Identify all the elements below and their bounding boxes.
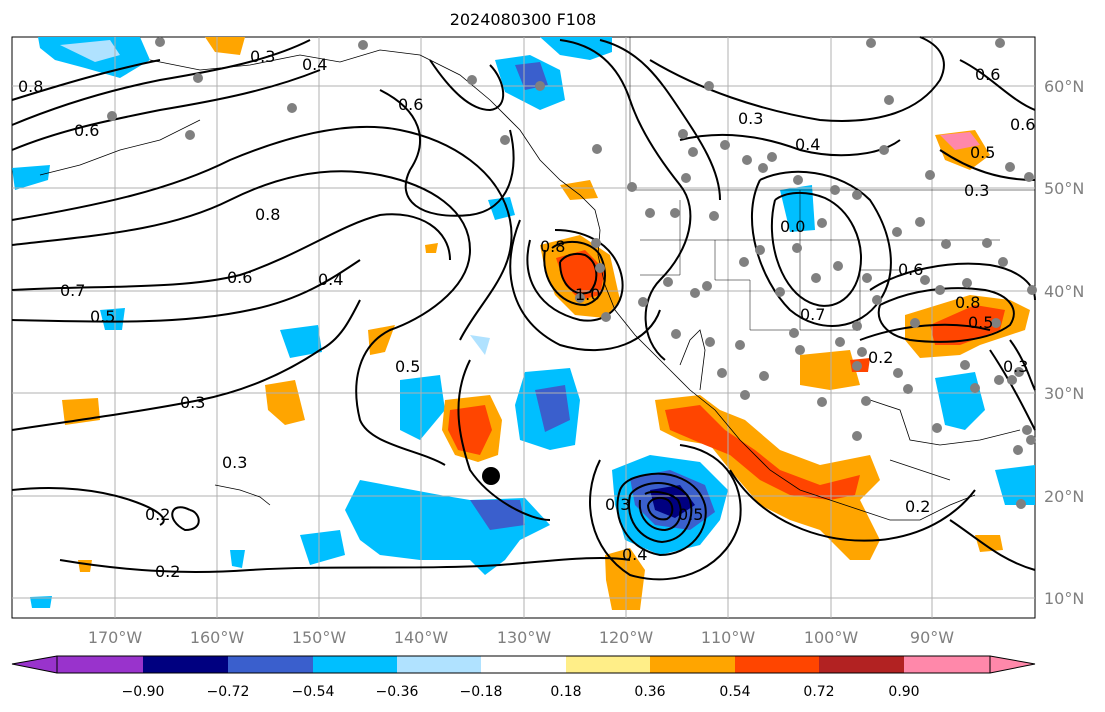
lat-label: 10°N — [1044, 589, 1084, 608]
colorbar-tick-label: 0.72 — [803, 684, 834, 700]
contour-label: 0.6 — [1010, 115, 1035, 134]
contour-label: 0.3 — [250, 47, 275, 66]
lon-label: 140°W — [394, 628, 449, 647]
storm-center-marker — [482, 467, 500, 485]
lon-label: 90°W — [910, 628, 954, 647]
contour-label: 0.4 — [795, 135, 820, 154]
lon-label: 160°W — [190, 628, 245, 647]
lat-label: 20°N — [1044, 487, 1084, 506]
lon-label: 130°W — [497, 628, 552, 647]
colorbar-tick-label: 0.54 — [719, 684, 750, 700]
contours — [11, 36, 1036, 581]
colorbar-tick-label: 0.18 — [550, 684, 581, 700]
contour-label: 0.2 — [868, 348, 893, 367]
colorbar-cell — [57, 656, 143, 673]
lat-label: 40°N — [1044, 282, 1084, 301]
colorbar-low-extension — [12, 656, 57, 673]
contour-label: 0.6 — [398, 95, 423, 114]
contour-label: 0.0 — [780, 217, 805, 236]
lat-label: 50°N — [1044, 179, 1084, 198]
lon-label: 150°W — [292, 628, 347, 647]
contour-label: 0.6 — [227, 268, 252, 287]
colorbar-tick-label: 0.36 — [634, 684, 665, 700]
lon-label: 100°W — [804, 628, 859, 647]
colorbar-cells — [57, 656, 990, 673]
contour-label: 0.7 — [60, 281, 85, 300]
contour-label: 0.2 — [145, 505, 170, 524]
contour-label: 0.6 — [74, 121, 99, 140]
contour-label: 0.8 — [18, 77, 43, 96]
contour-label: 0.7 — [800, 305, 825, 324]
colorbar-cell — [397, 656, 481, 673]
colorbar-cell — [481, 656, 566, 673]
contour-label: 0.3 — [605, 495, 630, 514]
lon-label: 110°W — [701, 628, 756, 647]
colorbar-tick-label: −0.54 — [292, 684, 335, 700]
contour-label: 0.8 — [955, 293, 980, 312]
colorbar-cell — [566, 656, 650, 673]
colorbar-cell — [650, 656, 735, 673]
contour-label: 0.2 — [905, 497, 930, 516]
colorbar-cell — [735, 656, 819, 673]
contour-label: 0.5 — [968, 313, 993, 332]
contour-label: 0.3 — [180, 393, 205, 412]
contour-label: 0.5 — [678, 505, 703, 524]
contour-label: 0.6 — [898, 260, 923, 279]
map-title: 2024080300 F108 — [449, 10, 597, 29]
colorbar-tick-label: −0.36 — [376, 684, 419, 700]
contour-label: 0.5 — [395, 357, 420, 376]
contour-label: 0.3 — [222, 453, 247, 472]
contour-label: 0.8 — [540, 237, 565, 256]
contour-label: 0.5 — [970, 143, 995, 162]
colorbar-tick-label: −0.18 — [460, 684, 503, 700]
contour-label: 0.6 — [975, 65, 1000, 84]
colorbar: −0.90 −0.72 −0.54 −0.36 −0.18 0.18 0.36 … — [11, 655, 1036, 700]
contour-label: 0.4 — [302, 55, 327, 74]
contour-label: 0.3 — [964, 181, 989, 200]
colorbar-tick-label: −0.90 — [122, 684, 165, 700]
contour-label: 0.4 — [318, 270, 343, 289]
lat-label: 60°N — [1044, 77, 1084, 96]
contour-label: 0.2 — [155, 562, 180, 581]
contour-labels: 0.3 0.4 0.6 0.8 0.6 0.7 0.5 0.8 0.6 0.4 … — [18, 47, 1035, 581]
lat-label: 30°N — [1044, 384, 1084, 403]
lon-label: 120°W — [599, 628, 654, 647]
map-panel: 0.3 0.4 0.6 0.8 0.6 0.7 0.5 0.8 0.6 0.4 … — [11, 36, 1037, 619]
station-markers — [107, 37, 1037, 509]
colorbar-cell — [228, 656, 313, 673]
colorbar-ticks: −0.90 −0.72 −0.54 −0.36 −0.18 0.18 0.36 … — [122, 684, 920, 700]
negative-anomaly-shading — [12, 37, 1035, 608]
colorbar-cell — [313, 656, 397, 673]
contour-label: 0.8 — [255, 205, 280, 224]
colorbar-tick-label: 0.90 — [888, 684, 919, 700]
contour-label: 0.5 — [90, 307, 115, 326]
contour-label: 0.3 — [1003, 357, 1028, 376]
contour-label: 0.4 — [622, 545, 647, 564]
contour-label: 0.3 — [738, 109, 763, 128]
contour-label: 1.0 — [575, 285, 600, 304]
colorbar-cell — [143, 656, 228, 673]
colorbar-cell — [904, 656, 990, 673]
longitude-labels: 170°W 160°W 150°W 140°W 130°W 120°W 110°… — [88, 628, 954, 647]
colorbar-tick-label: −0.72 — [207, 684, 250, 700]
lat-lon-grid — [12, 37, 1035, 618]
colorbar-high-extension — [990, 656, 1035, 673]
colorbar-cell — [819, 656, 904, 673]
lon-label: 170°W — [88, 628, 143, 647]
latitude-labels: 10°N 20°N 30°N 40°N 50°N 60°N — [1044, 77, 1084, 608]
